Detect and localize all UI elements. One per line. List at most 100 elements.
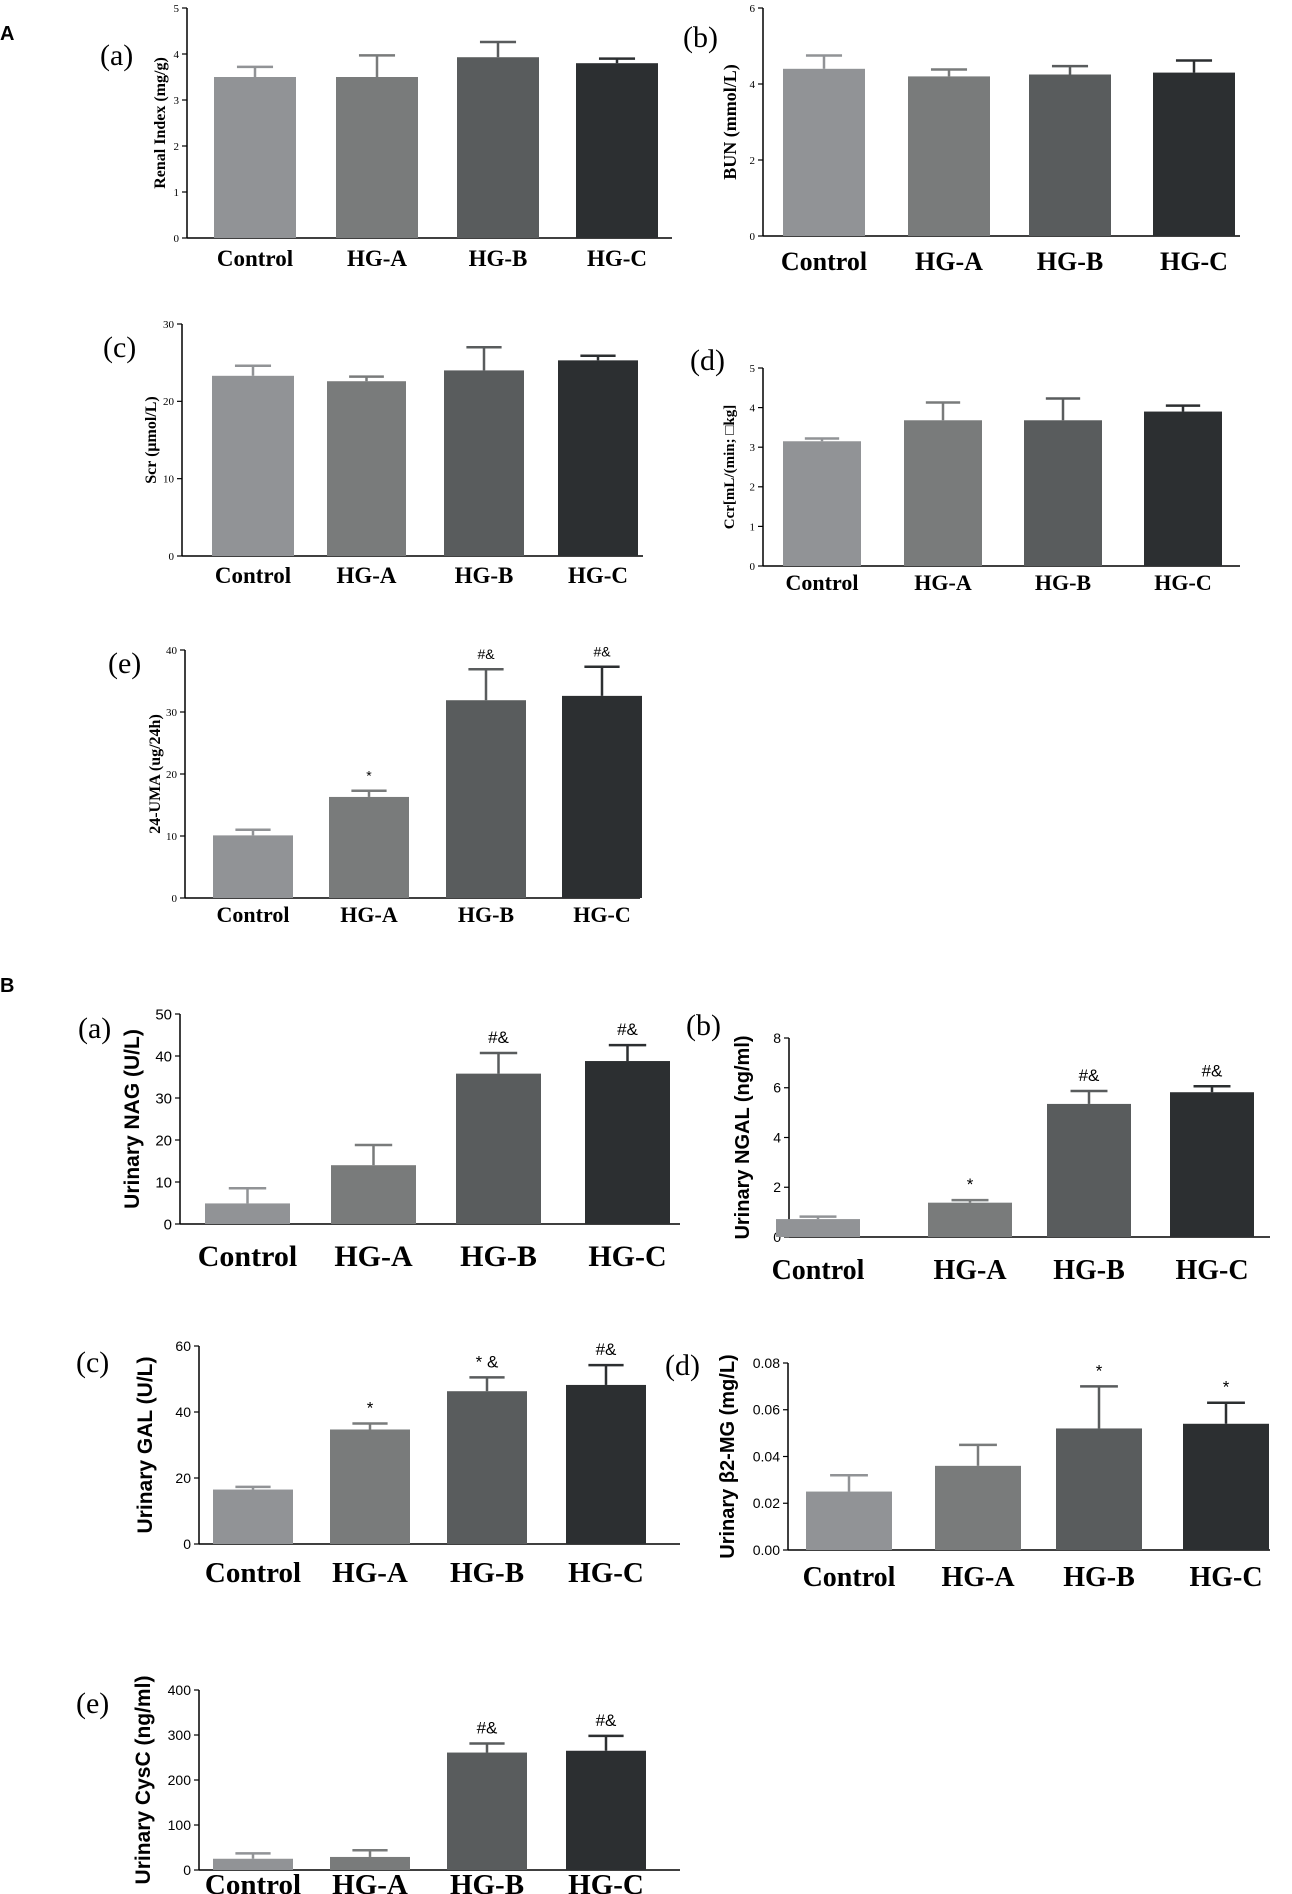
y-tick-label: 10 (155, 1174, 172, 1191)
y-tick-label: 6 (750, 3, 756, 15)
bar-control (205, 1203, 290, 1224)
category-label-hg-c: HG-C (587, 246, 647, 271)
y-tick-label: 4 (174, 49, 180, 61)
category-label-hg-b: HG-B (450, 1557, 524, 1589)
y-axis-label: Urinary CysC (ng/ml) (132, 1676, 155, 1885)
significance-mark-hg-a: * (367, 1399, 374, 1418)
bar-control (776, 1219, 860, 1237)
category-label-hg-c: HG-C (568, 1869, 644, 1894)
y-tick-label: 2 (750, 155, 756, 167)
y-axis-label: Urinary β2-MG (mg/L) (717, 1354, 739, 1558)
panel-label: (b) (686, 1009, 721, 1042)
bar-hg-a (327, 381, 406, 556)
bar-hg-a (331, 1165, 416, 1224)
y-tick-label: 20 (155, 1132, 172, 1149)
y-tick-label: 30 (166, 707, 178, 719)
category-label-hg-a: HG-A (941, 1562, 1015, 1593)
bar-hg-b (457, 57, 539, 238)
section-label-b: B (0, 975, 14, 997)
y-axis-label: BUN (mmol/L) (720, 64, 741, 180)
y-tick-label: 60 (175, 1338, 191, 1354)
panel-label: (c) (103, 331, 136, 364)
y-tick-label: 40 (166, 645, 178, 657)
chart-panel-b-d: (d) 0.00 0.02 0.04 0.06 0.08 Urinary β2-MG (mg… (665, 1349, 1270, 1593)
y-tick-label: 5 (174, 3, 180, 15)
category-label-control: Control (803, 1562, 896, 1593)
y-tick-label: 20 (166, 769, 178, 781)
y-tick-label: 400 (168, 1682, 192, 1698)
bar-hg-b (1047, 1103, 1131, 1237)
section-label-a: A (0, 23, 14, 45)
category-label-hg-a: HG-A (340, 902, 398, 927)
category-label-hg-c: HG-C (1160, 247, 1228, 276)
bar-hg-b (456, 1073, 541, 1224)
bar-hg-a (928, 1202, 1012, 1237)
bar-hg-c (562, 695, 642, 898)
bar-hg-a (330, 1856, 410, 1870)
y-tick-label: 20 (175, 1470, 191, 1486)
bar-control (783, 441, 861, 566)
y-tick-label: 3 (174, 95, 180, 107)
y-tick-label: 0 (750, 231, 756, 243)
significance-mark-hg-a: * (967, 1175, 974, 1194)
bar-hg-b (444, 370, 524, 556)
y-tick-label: 0 (750, 561, 756, 573)
bar-hg-c (576, 63, 658, 239)
category-label-hg-c: HG-C (1189, 1562, 1262, 1593)
y-tick-label: 100 (168, 1817, 192, 1833)
category-label-control: Control (781, 247, 867, 276)
bar-control (213, 1858, 293, 1870)
bar-hg-c (585, 1061, 670, 1224)
significance-mark-hg-a: * (366, 768, 372, 784)
category-label-hg-b: HG-B (1053, 1255, 1125, 1286)
y-axis-label: Urinary NGAL (ng/ml) (732, 1035, 754, 1239)
significance-mark-hg-b: * & (476, 1352, 499, 1371)
category-label-hg-a: HG-A (332, 1557, 408, 1589)
y-tick-label: 0 (183, 1862, 191, 1878)
significance-mark-hg-c: * (1223, 1378, 1230, 1397)
category-label-hg-b: HG-B (1035, 570, 1092, 595)
category-label-control: Control (786, 570, 859, 595)
y-tick-label: 2 (174, 141, 180, 153)
bar-hg-c (1144, 411, 1222, 566)
category-label-hg-b: HG-B (1037, 247, 1103, 276)
bar-hg-a (904, 420, 982, 566)
chart-panel-a-a: (a) 0 1 2 3 4 5 Renal Index (mg/g) Control HG-A HG… (100, 3, 672, 271)
y-axis-label: Urinary GAL (U/L) (134, 1357, 157, 1534)
bar-hg-b (1056, 1428, 1142, 1550)
significance-mark-hg-c: #& (596, 1711, 617, 1730)
bar-hg-c (1183, 1423, 1269, 1550)
category-label-hg-b: HG-B (460, 1240, 537, 1273)
y-tick-label: 10 (166, 831, 178, 843)
bar-hg-c (566, 1750, 646, 1870)
bar-hg-b (447, 1752, 527, 1870)
bar-hg-c (558, 360, 638, 556)
category-label-hg-c: HG-C (573, 902, 630, 927)
panel-label: (c) (76, 1346, 109, 1379)
bar-control (212, 375, 294, 556)
y-tick-label: 300 (168, 1727, 192, 1743)
y-tick-label: 40 (175, 1404, 191, 1420)
category-label-hg-b: HG-B (450, 1869, 524, 1894)
y-tick-label: 3 (750, 442, 756, 454)
bar-hg-b (1029, 74, 1111, 236)
chart-panel-a-c: (c) 0 10 20 30 Scr (μmol/L) Control HG-A HG-B HG-… (103, 319, 643, 588)
bar-hg-b (447, 1391, 527, 1544)
bar-control (213, 835, 293, 898)
y-tick-label: 40 (155, 1048, 172, 1065)
y-tick-label: 0 (164, 1216, 172, 1233)
y-tick-label: 8 (773, 1030, 781, 1046)
y-tick-label: 30 (163, 319, 175, 331)
category-label-control: Control (217, 246, 293, 271)
panel-label: (a) (78, 1012, 111, 1045)
panel-label: (b) (683, 21, 718, 54)
category-label-hg-a: HG-A (914, 570, 972, 595)
y-axis-label: Ccr[mL/(min; □kg] (722, 405, 738, 529)
bar-hg-a (330, 1429, 410, 1544)
y-tick-label: 4 (773, 1129, 781, 1145)
y-tick-label: 0.06 (753, 1402, 780, 1418)
bar-hg-a (935, 1465, 1021, 1550)
bar-hg-b (446, 700, 526, 898)
bar-control (214, 77, 296, 238)
